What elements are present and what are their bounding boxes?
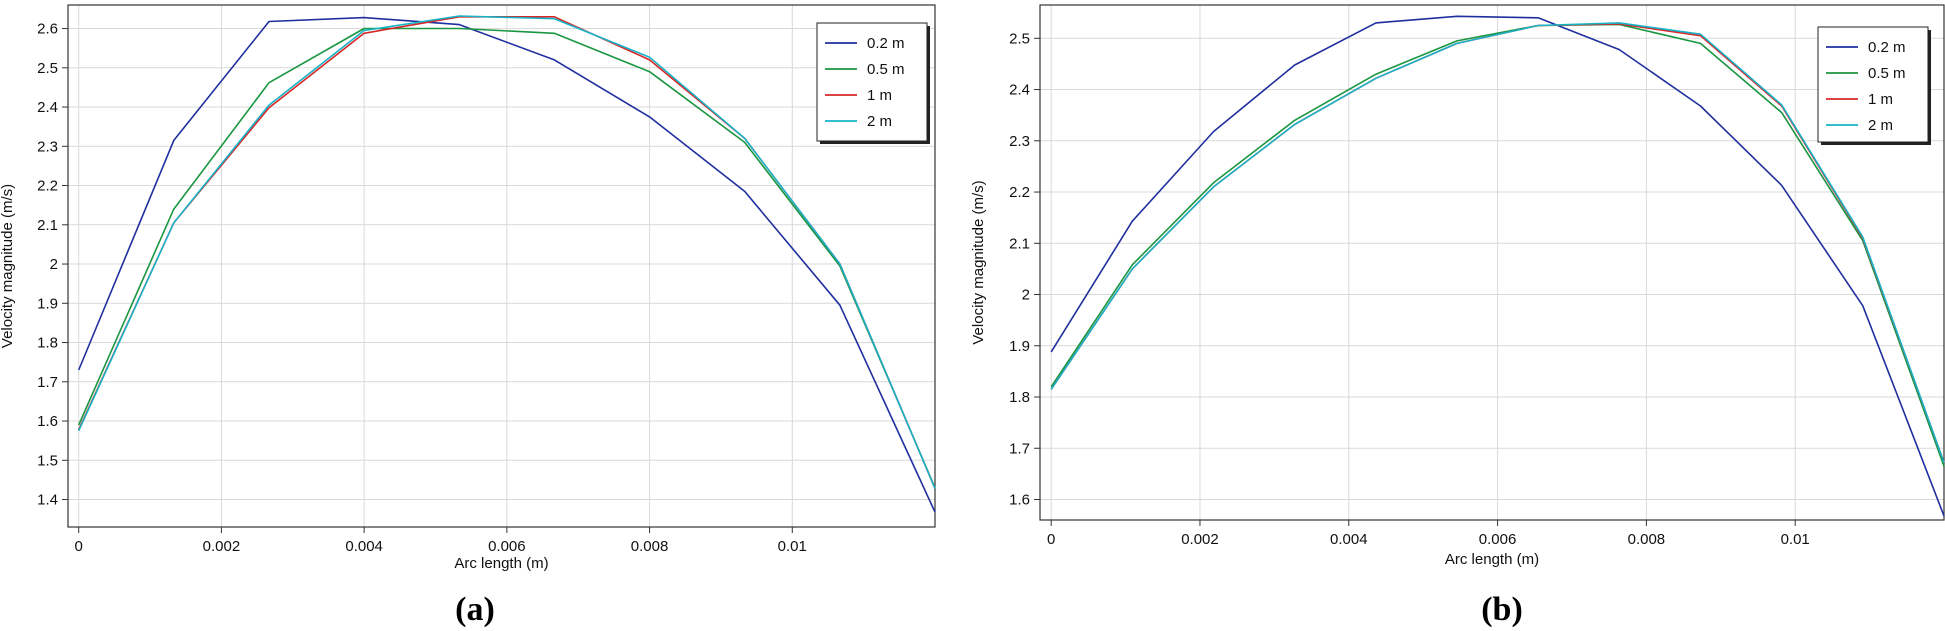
panel-label: (a) [455, 591, 495, 628]
legend-entry: 0.5 m [867, 61, 905, 78]
x-axis-label: Arc length (m) [1445, 551, 1539, 568]
x-tick-label: 0.008 [631, 538, 669, 555]
series-line-0-2m [77, 16, 936, 513]
plot-area-frame [67, 4, 936, 528]
y-tick-label: 1.6 [1009, 492, 1030, 509]
legend-entry: 0.5 m [1868, 65, 1906, 82]
legend-entry: 0.2 m [867, 35, 905, 52]
legend: 0.2 m 0.5 m 1 m 2 m [816, 22, 930, 144]
y-axis-label: Velocity magnitude (m/s) [970, 180, 987, 344]
legend: 0.2 m 0.5 m 1 m 2 m [1817, 26, 1931, 145]
panel-label: (b) [1481, 591, 1523, 628]
y-tick-label: 1.4 [37, 492, 58, 509]
y-tick-label: 1.9 [1009, 338, 1030, 355]
x-tick-label: 0 [1047, 531, 1055, 548]
x-tick-label: 0.01 [778, 538, 807, 555]
y-tick-label: 1.5 [37, 452, 58, 469]
y-tick-label: 2.3 [1009, 133, 1030, 150]
y-axis-label: Velocity magnitude (m/s) [0, 184, 16, 348]
x-tick-label: 0.002 [203, 538, 241, 555]
y-tick-label: 2.4 [37, 99, 58, 116]
x-tick-label: 0.004 [1330, 531, 1368, 548]
y-tick-label: 1.9 [37, 295, 58, 312]
y-tick-label: 2.5 [1009, 30, 1030, 47]
x-tick-label: 0 [75, 538, 83, 555]
series-line-2m [1050, 22, 1945, 463]
y-tick-label: 2.2 [1009, 184, 1030, 201]
y-tick-label: 2.6 [37, 21, 58, 38]
legend-entry: 2 m [867, 113, 892, 130]
y-tick-label: 2.1 [37, 217, 58, 234]
y-tick-label: 2.5 [37, 60, 58, 77]
y-tick-label: 1.8 [37, 335, 58, 352]
x-tick-label: 0.008 [1628, 531, 1666, 548]
plot-area-frame [1039, 4, 1945, 521]
series-line-2m [77, 15, 936, 489]
y-tick-label: 2 [1022, 287, 1030, 304]
y-tick-label: 2 [50, 256, 58, 273]
y-tick-label: 2.4 [1009, 82, 1030, 99]
x-tick-label: 0.004 [345, 538, 383, 555]
x-tick-label: 0.01 [1781, 531, 1810, 548]
y-tick-label: 2.2 [37, 178, 58, 195]
chart-panel-a: 0 0.002 0.004 0.006 0.008 0.01 1.4 1.5 1.6 1.7 1.8… [0, 4, 936, 628]
x-tick-label: 0.002 [1181, 531, 1219, 548]
legend-entry: 0.2 m [1868, 39, 1906, 56]
y-tick-label: 1.8 [1009, 389, 1030, 406]
series-line-0-5m [1050, 23, 1945, 467]
series-line-0-5m [77, 27, 936, 489]
chart-panel-b: 0 0.002 0.004 0.006 0.008 0.01 1.6 1.7 1.8 1.9 2 2.… [970, 4, 1945, 628]
y-tick-label: 1.7 [1009, 440, 1030, 457]
y-tick-label: 2.3 [37, 138, 58, 155]
legend-entry: 2 m [1868, 117, 1893, 134]
legend-entry: 1 m [867, 87, 892, 104]
x-axis-label: Arc length (m) [454, 555, 548, 572]
x-tick-label: 0.006 [1479, 531, 1517, 548]
y-tick-label: 1.7 [37, 374, 58, 391]
y-tick-label: 2.1 [1009, 235, 1030, 252]
y-tick-label: 1.6 [37, 413, 58, 430]
legend-entry: 1 m [1868, 91, 1893, 108]
x-tick-label: 0.006 [488, 538, 526, 555]
series-line-0-2m [1050, 15, 1945, 517]
